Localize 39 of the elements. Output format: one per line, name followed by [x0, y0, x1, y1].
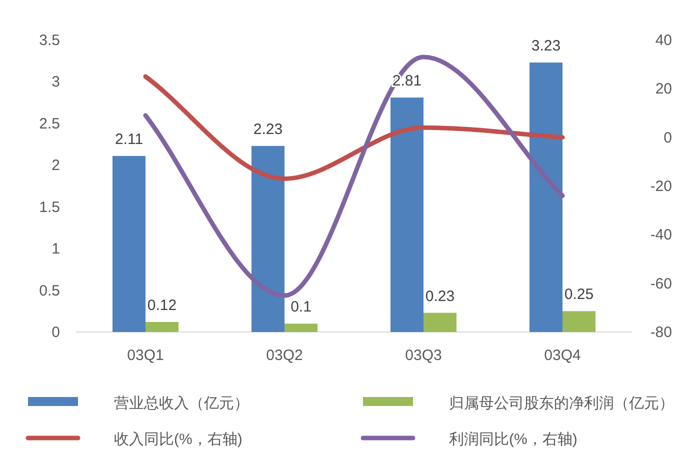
y-tick-label: 0 [52, 324, 60, 341]
data-label: 0.1 [290, 298, 312, 316]
data-label: 0.23 [425, 288, 455, 305]
y2-tick-label: -40 [650, 226, 672, 244]
y-tick-label: 2.5 [39, 115, 60, 132]
bar [390, 98, 424, 332]
data-label: 2.11 [114, 130, 144, 148]
x-tick-label: 03Q3 [405, 347, 442, 364]
legend-label: 利润同比(%，右轴) [449, 431, 578, 448]
x-tick-label: 03Q4 [544, 347, 581, 364]
y2-tick-label: -60 [650, 275, 672, 292]
data-label: 3.23 [531, 38, 561, 55]
y-tick-label: 3.5 [39, 32, 60, 49]
y2-tick-label: -80 [650, 324, 672, 341]
x-tick-label: 03Q1 [127, 347, 164, 364]
y2-tick-label: -20 [650, 178, 672, 195]
bar [562, 311, 596, 332]
data-label: 2.23 [253, 120, 283, 138]
bar [284, 324, 318, 332]
legend-label: 营业总收入（亿元） [114, 395, 249, 412]
bar [424, 312, 456, 332]
x-tick-label: 03Q2 [266, 347, 303, 364]
bar [112, 156, 146, 332]
y-tick-label: 2 [52, 157, 60, 174]
legend-label: 收入同比(%，右轴) [114, 431, 242, 448]
data-label: 0.12 [147, 296, 177, 314]
y2-tick-label: 20 [655, 80, 672, 98]
y-tick-label: 1 [52, 240, 60, 258]
bar [530, 62, 562, 332]
bar [146, 322, 178, 332]
y-tick-label: 1.5 [39, 198, 60, 216]
data-label: 0.25 [564, 286, 594, 304]
legend-label: 归属母公司股东的净利润（亿元） [449, 395, 674, 412]
y-tick-label: 3 [52, 74, 60, 91]
line-series [143, 74, 565, 181]
y-tick-label: 0.5 [39, 282, 60, 300]
y2-tick-label: 40 [655, 32, 672, 49]
bar [252, 146, 284, 332]
y2-tick-label: 0 [664, 129, 672, 146]
